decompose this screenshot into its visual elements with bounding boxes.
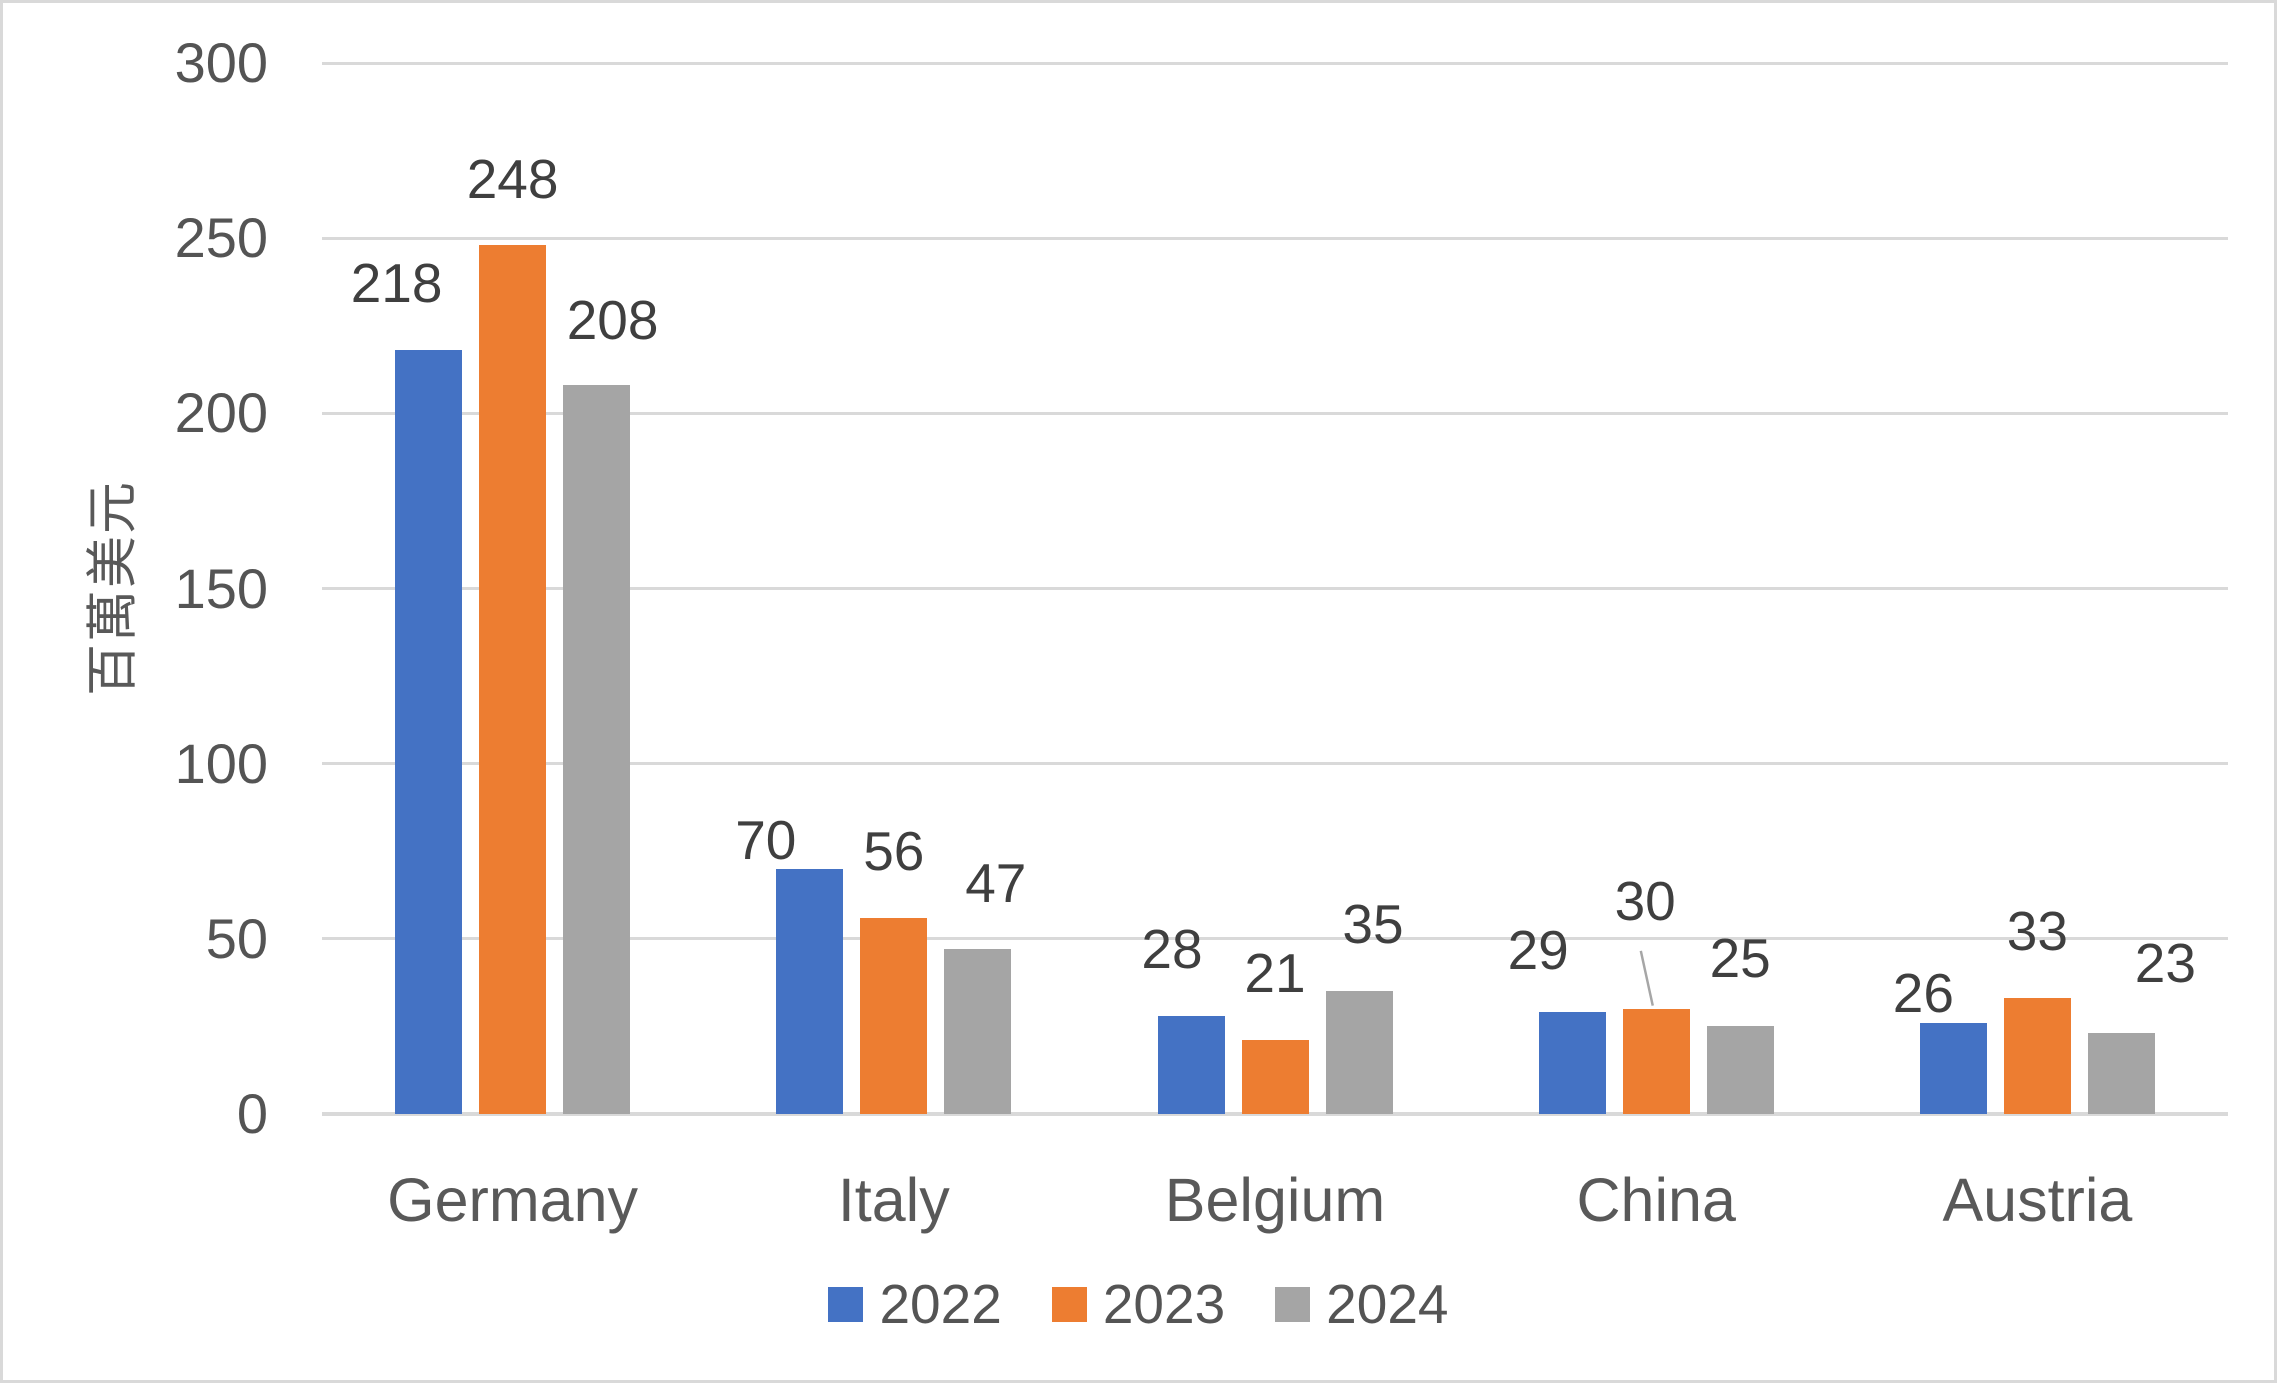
plot-area: 218 248 208 70 56 47 28 21 35 29 30 25 26 33 23 (322, 61, 2228, 1116)
bar-austria-2024[interactable] (2087, 1033, 2155, 1114)
x-axis-category-label: Germany (387, 1166, 639, 1234)
bar-austria-2022[interactable] (1919, 1022, 1987, 1114)
gridline (322, 411, 2228, 415)
data-label-china-2022: 29 (1507, 919, 1569, 982)
data-label-austria-2022: 26 (1892, 961, 1954, 1024)
data-label-germany-2022: 218 (350, 252, 443, 315)
bar-germany-2022[interactable] (395, 350, 463, 1114)
legend-item-2023[interactable]: 2023 (1051, 1273, 1226, 1335)
x-axis-category-label: Belgium (1164, 1166, 1386, 1234)
bar-italy-2023[interactable] (860, 917, 928, 1114)
gridline (322, 762, 2228, 766)
y-axis-tick-label: 150 (174, 556, 268, 620)
bar-italy-2022[interactable] (776, 868, 844, 1114)
data-label-china-2023: 30 (1614, 869, 1676, 932)
gridline (322, 937, 2228, 941)
gridline (322, 61, 2228, 65)
legend-label: 2022 (879, 1273, 1002, 1335)
data-label-austria-2024: 23 (2134, 932, 2196, 995)
bar-germany-2024[interactable] (563, 385, 631, 1114)
x-axis-category-label: Italy (837, 1166, 950, 1234)
y-axis-tick-label: 200 (174, 381, 268, 445)
y-axis-tick-label: 300 (174, 31, 268, 94)
x-axis-category-label: China (1576, 1166, 1736, 1234)
legend-swatch-2022 (828, 1287, 864, 1322)
legend-label: 2024 (1326, 1273, 1449, 1335)
legend-swatch-2024 (1275, 1287, 1311, 1322)
bar-germany-2023[interactable] (479, 245, 547, 1114)
x-axis-category-label: Austria (1942, 1166, 2133, 1234)
bar-china-2022[interactable] (1538, 1012, 1606, 1114)
data-label-belgium-2024: 35 (1342, 893, 1404, 956)
gridline (322, 587, 2228, 590)
bar-italy-2024[interactable] (944, 949, 1012, 1114)
bar-belgium-2022[interactable] (1157, 1015, 1225, 1114)
y-axis-tick-label: 0 (236, 1082, 268, 1145)
x-axis-line (322, 1112, 2228, 1116)
y-axis-tick-label: 50 (205, 906, 268, 970)
data-label-austria-2023: 33 (2006, 900, 2068, 963)
y-axis-tick-label: 100 (174, 731, 268, 795)
bar-austria-2023[interactable] (2003, 998, 2071, 1114)
data-label-italy-2024: 47 (965, 852, 1027, 915)
data-label-belgium-2022: 28 (1141, 917, 1203, 980)
legend-swatch-2023 (1051, 1287, 1087, 1322)
bar-china-2023[interactable] (1622, 1008, 1690, 1114)
gridline (322, 236, 2228, 240)
bar-belgium-2023[interactable] (1241, 1040, 1309, 1114)
data-label-germany-2024: 208 (566, 289, 659, 352)
data-label-italy-2022: 70 (735, 808, 797, 871)
legend-label: 2023 (1102, 1273, 1226, 1335)
legend-item-2024[interactable]: 2024 (1275, 1273, 1449, 1335)
y-axis-tick-label: 250 (174, 206, 268, 270)
bar-belgium-2024[interactable] (1325, 991, 1393, 1114)
data-label-belgium-2023: 21 (1244, 942, 1306, 1005)
bar-china-2024[interactable] (1706, 1026, 1774, 1114)
data-label-italy-2023: 56 (863, 819, 925, 882)
data-label-china-2024: 25 (1709, 927, 1771, 990)
legend: 2022 2023 2024 (3, 1277, 2274, 1332)
data-label-germany-2023: 248 (466, 148, 559, 211)
legend-item-2022[interactable]: 2022 (828, 1273, 1002, 1335)
